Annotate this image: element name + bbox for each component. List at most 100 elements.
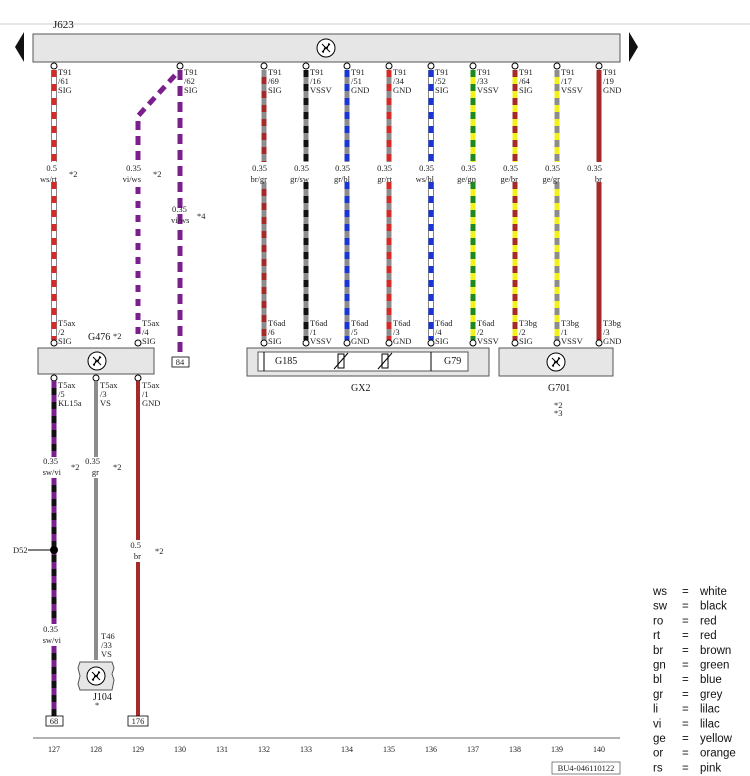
sensor-pin-connector-134: T6ad [351, 318, 369, 328]
wire-color-136: ws/bl [416, 174, 435, 184]
sensor-pin-connector-135: T6ad [393, 318, 411, 328]
pin-signal-136: SIG [435, 85, 449, 95]
sensor-pin-dot-127 [50, 339, 58, 347]
legend-abbr-8: li [653, 704, 658, 716]
wire-size-127: 0.5 [46, 163, 57, 173]
lower-pin-dot-129 [134, 374, 142, 382]
wire-size-132: 0.35 [252, 163, 267, 173]
legend-eq-6: = [682, 674, 689, 686]
dashed-wire-note: *4 [197, 211, 206, 221]
pin-dot-133 [302, 62, 310, 70]
pin-number-140: /19 [603, 76, 614, 86]
pin-number-137: /33 [477, 76, 488, 86]
lower-pin-dot-127 [50, 374, 58, 382]
legend-name-11: orange [700, 748, 736, 760]
pin-signal-138: SIG [519, 85, 533, 95]
legend-name-2: red [700, 615, 717, 627]
j104-ground-icon [86, 666, 106, 686]
pin-number-130: /62 [184, 76, 195, 86]
column-number-129: 129 [132, 745, 144, 754]
legend-eq-9: = [682, 718, 689, 730]
lower-pin-signal-128: VS [100, 398, 111, 408]
g476-label: G476 [88, 332, 110, 343]
sensor-pin-connector-127: T5ax [58, 318, 76, 328]
pin-signal-139: VSSV [561, 85, 584, 95]
legend-eq-0: = [682, 586, 689, 598]
j104-pin-signal: VS [101, 649, 112, 659]
pin-number-135: /34 [393, 76, 405, 86]
sensor-pin-number-140: /3 [603, 327, 610, 337]
lower-pin-connector-127: T5ax [58, 380, 76, 390]
lower-pin-signal-129: GND [142, 398, 160, 408]
wire-color-138: ge/br [501, 174, 519, 184]
column-number-138: 138 [509, 745, 521, 754]
sensor-pin-number-132: /6 [268, 327, 275, 337]
legend-abbr-11: or [653, 748, 663, 760]
terminal-176-box [127, 715, 149, 727]
sensor-pin-dot-139 [553, 339, 561, 347]
j104-note: * [95, 700, 99, 710]
lower-wire-color-127: sw/vi [43, 467, 62, 477]
g701-label: G701 [548, 383, 570, 394]
wire-size-137: 0.35 [461, 163, 476, 173]
pin-connector-139: T91 [561, 67, 575, 77]
wire-color-139: ge/gr [543, 174, 561, 184]
column-number-137: 137 [467, 745, 479, 754]
sensor-pin-signal-140: GND [603, 336, 621, 346]
pin-connector-133: T91 [310, 67, 324, 77]
sensor-pin-dot-129 [134, 339, 142, 347]
dashed-wire-size: 0.35 [172, 204, 187, 214]
lower-wire-size-128: 0.35 [85, 456, 100, 466]
sensor-pin-connector-132: T6ad [268, 318, 286, 328]
pin-connector-140: T91 [603, 67, 617, 77]
sensor-pin-dot-133 [302, 339, 310, 347]
column-number-135: 135 [383, 745, 395, 754]
pin-dot-139 [553, 62, 561, 70]
pin-connector-127: T91 [58, 67, 72, 77]
splice-d52-label: D52 [13, 545, 28, 555]
j623-ground-icon [316, 38, 336, 58]
sensor-pin-connector-136: T6ad [435, 318, 453, 328]
sensor-pin-signal-139: VSSV [561, 336, 584, 346]
sensor-pin-connector-138: T3bg [519, 318, 538, 328]
lower-wire-color-128: gr [92, 467, 99, 477]
g476-ground-icon [87, 351, 107, 371]
legend-eq-12: = [682, 762, 689, 774]
wire-size-133: 0.35 [294, 163, 309, 173]
sensor-pin-number-137: /2 [477, 327, 484, 337]
pin-signal-132: SIG [268, 85, 282, 95]
sensor-pin-dot-135 [385, 339, 393, 347]
sensor-pin-dot-138 [511, 339, 519, 347]
sensor-pin-signal-129: SIG [142, 336, 156, 346]
pin-connector-138: T91 [519, 67, 533, 77]
legend-name-7: grey [700, 689, 723, 701]
lower-wire-note-129: *2 [155, 546, 164, 556]
splice-d52-dot [50, 546, 58, 554]
terminal-84-label: 84 [176, 357, 185, 367]
terminal-68-label: 68 [50, 716, 59, 726]
legend-eq-8: = [682, 704, 689, 716]
pin-signal-127: SIG [58, 85, 72, 95]
wire-color-129: vi/ws [123, 174, 141, 184]
pin-signal-134: GND [351, 85, 369, 95]
wire-color-137: ge/gn [457, 174, 477, 184]
potentiometer-2-arrow [377, 352, 393, 370]
sensor-pin-dot-136 [427, 339, 435, 347]
lower-wire-color-129: br [134, 551, 141, 561]
pin-number-139: /17 [561, 76, 572, 86]
sensor-pin-signal-127: SIG [58, 336, 72, 346]
g476-note: *2 [113, 331, 122, 341]
sensor-pin-connector-133: T6ad [310, 318, 328, 328]
legend-name-9: lilac [700, 718, 720, 730]
gx2-inner-box [257, 351, 469, 372]
legend-abbr-4: br [653, 645, 663, 657]
wire-note-127: *2 [69, 169, 78, 179]
pin-dot-140 [595, 62, 603, 70]
wire-color-127: ws/rt [40, 174, 58, 184]
column-number-133: 133 [300, 745, 312, 754]
pin-signal-135: GND [393, 85, 411, 95]
legend-abbr-2: ro [653, 615, 663, 627]
j104-pin-connector: T46 [101, 631, 115, 641]
legend-abbr-3: rt [653, 630, 661, 642]
